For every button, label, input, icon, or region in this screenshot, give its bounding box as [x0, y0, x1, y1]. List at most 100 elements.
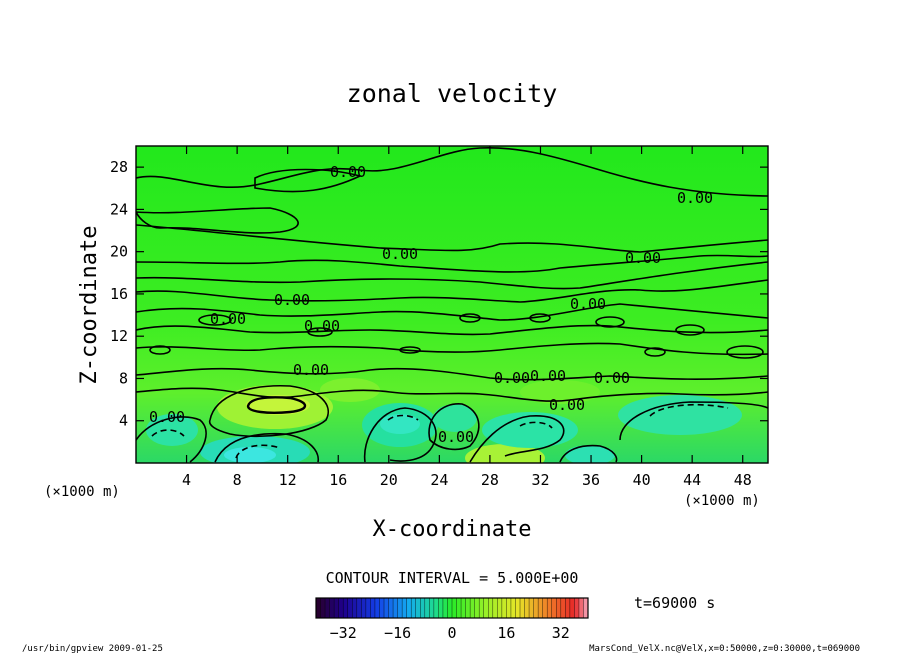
colorbar-cell: [411, 598, 417, 618]
colorbar-cell: [325, 598, 330, 618]
chart-title: zonal velocity: [347, 79, 558, 108]
contour-value-label: 0.00: [330, 163, 366, 181]
colorbar-cell: [329, 598, 335, 618]
footer-right: MarsCond_VelX.nc@VelX,x=0:50000,z=0:3000…: [589, 644, 860, 654]
colorbar-cell: [533, 598, 539, 618]
colorbar-cell: [542, 598, 548, 618]
colorbar-frame: [315, 597, 589, 619]
colorbar-cell: [524, 598, 530, 618]
contour-value-label: 0.00: [549, 396, 585, 414]
colorbar-cell: [483, 598, 489, 618]
colorbar-cell: [479, 598, 485, 618]
x-tick-label: 32: [531, 471, 549, 489]
colorbar-cell: [578, 598, 584, 618]
contour-value-label: 0.00: [149, 408, 185, 426]
colorbar-cell: [365, 598, 371, 618]
contour-value-label: 0.00: [530, 367, 566, 385]
colorbar-cell: [452, 598, 457, 618]
colorbar-cell: [316, 598, 321, 618]
contour-labels: 0.000.000.00 0.000.00 0.000.00 0.000.00 0.00…: [149, 163, 713, 446]
x-tick-label: 12: [279, 471, 297, 489]
colorbar-cell: [338, 598, 344, 618]
colorbar-cell: [497, 598, 503, 618]
colorbar-cell: [361, 598, 367, 618]
colorbar-cell: [429, 598, 435, 618]
colorbar-cell: [415, 598, 421, 618]
contour-value-label: 0.00: [594, 369, 630, 387]
contour-interval-text: CONTOUR INTERVAL = 5.000E+00: [326, 569, 579, 587]
colorbar-cell: [334, 598, 339, 618]
colorbar-tick-label: −16: [384, 624, 411, 642]
colorbar-cell: [510, 598, 516, 618]
y-tick-label: 12: [110, 327, 128, 345]
contour-lines: [136, 146, 768, 463]
colorbar-cell: [402, 598, 407, 618]
contour-value-label: 0.00: [304, 317, 340, 335]
colorbar-cell: [556, 598, 562, 618]
colorbar-cell: [393, 598, 398, 618]
contour-value-label: 0.00: [274, 291, 310, 309]
colorbar-cell: [461, 598, 466, 618]
x-tick-label: 44: [683, 471, 701, 489]
colorbar-cell: [583, 598, 589, 618]
colorbar-tick-label: 16: [497, 624, 515, 642]
colorbar-cell: [406, 598, 412, 618]
colorbar-cell: [474, 598, 480, 618]
colorbar-cell: [433, 598, 439, 618]
colorbar-cell: [356, 598, 362, 618]
y-axis: 4 8 12 16 20 24 28: [110, 158, 768, 430]
y-axis-label: Z-coordinate: [77, 226, 102, 385]
y-tick-label: 28: [110, 158, 128, 176]
x-tick-label: 4: [182, 471, 191, 489]
colorbar-cell: [574, 598, 580, 618]
plot-frame: [135, 145, 769, 464]
colorbar-cell: [547, 598, 553, 618]
colorbar-cell: [347, 598, 353, 618]
colorbar-cell: [560, 598, 566, 618]
colorbar-ticks: −32 −16 0 16 32: [330, 624, 570, 642]
colorbar-cell: [343, 598, 349, 618]
colorbar-tick-label: 32: [552, 624, 570, 642]
colorbar-cell: [506, 598, 512, 618]
colorbar-cell: [320, 598, 326, 618]
colorbar-cell: [470, 598, 475, 618]
colorbar-tick-label: 0: [447, 624, 456, 642]
contour-value-label: 0.00: [382, 245, 418, 263]
colorbar-cell: [424, 598, 430, 618]
colorbar-cell: [379, 598, 385, 618]
colorbar-cell: [551, 598, 557, 618]
colorbar-cell: [492, 598, 498, 618]
colorbar-cell: [384, 598, 389, 618]
contour-value-label: 0.00: [210, 310, 246, 328]
colorbar-cell: [388, 598, 394, 618]
colorbar-cell: [565, 598, 571, 618]
x-tick-label: 28: [481, 471, 499, 489]
x-axis-label: X-coordinate: [373, 517, 532, 542]
x-tick-label: 48: [734, 471, 752, 489]
colorbar-cell: [442, 598, 448, 618]
colorbar-cell: [447, 598, 453, 618]
footer-left: /usr/bin/gpview 2009-01-25: [22, 644, 163, 654]
colorbar-cell: [397, 598, 403, 618]
colorbar-tick-label: −32: [330, 624, 357, 642]
colorbar-cell: [488, 598, 494, 618]
contour-value-label: 0.00: [625, 249, 661, 267]
contour-value-label: 0.00: [494, 369, 530, 387]
colorbar-cell: [370, 598, 376, 618]
colorbar-cell: [438, 598, 444, 618]
colorbar-cell: [465, 598, 471, 618]
x-tick-label: 20: [380, 471, 398, 489]
x-axis: 4 8 12 16 20 24 28 32 36 40 44 48: [182, 146, 752, 489]
y-unit-label: (×1000 m): [44, 484, 120, 500]
colorbar-cell: [456, 598, 462, 618]
colorbar-cell: [538, 598, 543, 618]
colorbar-cell: [515, 598, 521, 618]
colorbar-cell: [374, 598, 380, 618]
x-tick-label: 24: [430, 471, 448, 489]
x-tick-label: 16: [329, 471, 347, 489]
colorbar-cell: [569, 598, 575, 618]
x-tick-label: 36: [582, 471, 600, 489]
contour-value-label: 0.00: [293, 361, 329, 379]
y-tick-label: 16: [110, 285, 128, 303]
